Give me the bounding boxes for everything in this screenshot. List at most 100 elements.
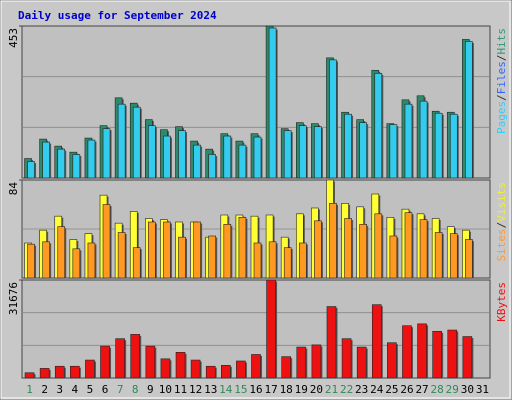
bar [87, 242, 96, 279]
bar [223, 224, 232, 279]
x-tick-label: 6 [102, 383, 109, 396]
bar [148, 221, 156, 279]
x-tick-label: 13 [204, 383, 217, 396]
bar [449, 233, 458, 279]
bar [178, 236, 186, 279]
bar [326, 306, 337, 379]
bar [465, 41, 473, 179]
x-tick-label: 11 [174, 383, 187, 396]
x-tick-label: 29 [446, 383, 459, 396]
legend: Pages/Files/Hits [495, 28, 508, 134]
bar [356, 346, 367, 379]
legend-entry: Hits [495, 28, 508, 55]
bar [298, 125, 307, 179]
bar [193, 144, 201, 179]
bar [132, 106, 141, 179]
x-tick-label: 10 [159, 383, 172, 396]
x-tick-label: 9 [147, 383, 154, 396]
bar [419, 100, 428, 179]
bar [449, 113, 458, 179]
bar [70, 365, 80, 379]
x-tick-label: 4 [72, 383, 79, 396]
x-tick-label: 25 [385, 383, 398, 396]
bar [283, 130, 292, 179]
x-tick-label: 3 [56, 383, 63, 396]
bar [42, 241, 50, 279]
bar [344, 218, 352, 279]
bar [87, 139, 96, 179]
bar [253, 242, 262, 279]
bar [205, 365, 216, 379]
bar [132, 247, 141, 279]
bar [251, 354, 261, 379]
bar [434, 112, 443, 179]
bar [238, 144, 247, 179]
bar [359, 122, 367, 179]
legend: Sites/Visits [495, 182, 508, 262]
bar [221, 365, 231, 379]
bar [190, 359, 201, 379]
x-tick-label: 22 [340, 383, 353, 396]
bar [193, 221, 201, 279]
x-tick-label: 30 [461, 383, 474, 396]
bar [57, 226, 66, 279]
bar [223, 135, 232, 179]
x-tick-label: 26 [400, 383, 413, 396]
legend-entry: Pages [495, 101, 508, 134]
bar [238, 217, 247, 279]
bar [85, 359, 95, 379]
bar [359, 224, 367, 279]
x-tick-label: 31 [476, 383, 489, 396]
x-tick-label: 15 [234, 383, 247, 396]
x-tick-label: 19 [295, 383, 308, 396]
x-tick-label: 2 [41, 383, 48, 396]
bar [266, 279, 276, 379]
chart-title: Daily usage for September 2024 [18, 9, 217, 22]
bar [314, 220, 322, 279]
bar [175, 352, 186, 379]
bar [57, 148, 66, 179]
bar [447, 329, 458, 379]
bar [389, 235, 398, 279]
bar [341, 338, 352, 379]
x-tick-label: 20 [310, 383, 323, 396]
bar [374, 73, 383, 179]
bar [296, 346, 307, 379]
x-tick-label: 14 [219, 383, 233, 396]
bar [236, 360, 246, 379]
bar [130, 334, 141, 379]
y-tick-label: 84 [7, 182, 20, 196]
x-tick-label: 5 [87, 383, 94, 396]
y-tick-label: 31676 [7, 282, 20, 315]
bar [371, 304, 382, 379]
bar [344, 113, 352, 179]
bar [115, 338, 125, 379]
legend-entry: / [495, 222, 508, 229]
bar [163, 221, 171, 279]
bar [24, 372, 35, 379]
bar [102, 128, 111, 179]
x-tick-label: 17 [264, 383, 277, 396]
legend: KBytes [495, 282, 508, 322]
bar [314, 126, 322, 179]
x-tick-label: 8 [132, 383, 139, 396]
y-tick-label: 453 [7, 28, 20, 48]
legend-entry: KBytes [495, 282, 508, 322]
bar [465, 239, 473, 279]
legend-entry: / [495, 94, 508, 101]
legend-entry: Sites [495, 228, 508, 261]
bar [374, 213, 383, 279]
bar [102, 204, 111, 279]
x-tick-label: 12 [189, 383, 202, 396]
bar [145, 345, 156, 379]
bar [117, 232, 126, 279]
bar [100, 345, 110, 379]
bar [434, 232, 443, 279]
bar [39, 368, 50, 379]
bar [148, 125, 156, 179]
bar [283, 247, 292, 279]
bar [72, 248, 81, 279]
bar [27, 161, 35, 179]
legend-entry: Files [495, 61, 508, 94]
